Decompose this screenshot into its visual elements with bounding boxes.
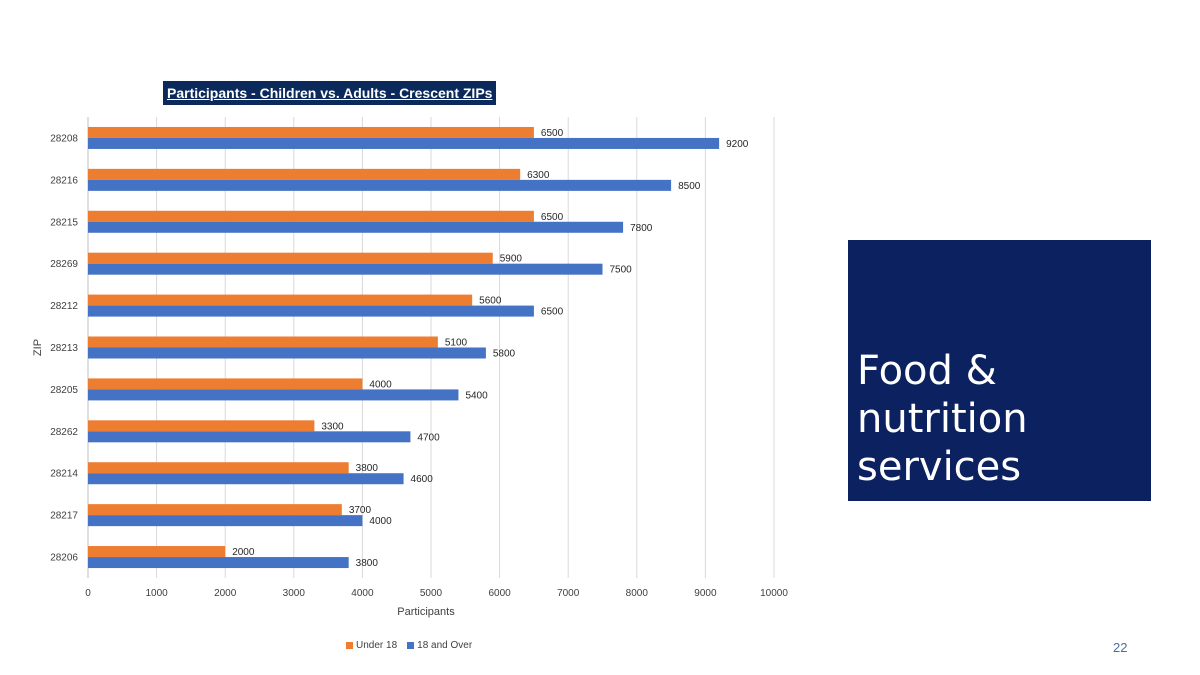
y-tick-label: 28262: [50, 427, 78, 438]
x-axis-title: Participants: [397, 606, 455, 618]
bar-under-18: [88, 210, 534, 222]
data-label: 4000: [369, 516, 392, 527]
y-tick-label: 28213: [50, 343, 78, 354]
data-label: 5800: [493, 349, 516, 360]
legend-item-18-and-over: 18 and Over: [407, 640, 472, 651]
bar-18-and-over: [88, 137, 720, 149]
bar-under-18: [88, 252, 493, 264]
section-title-box: Food & nutrition services: [848, 240, 1151, 501]
x-tick-label: 4000: [351, 588, 374, 599]
legend-swatch-under-18: [346, 641, 353, 649]
bar-under-18: [88, 546, 226, 558]
x-tick-label: 0: [85, 588, 91, 599]
bar-under-18: [88, 168, 521, 180]
page-number: 22: [1113, 640, 1128, 655]
x-tick-label: 5000: [420, 588, 443, 599]
data-label: 7800: [630, 223, 653, 234]
x-tick-label: 1000: [145, 588, 168, 599]
y-tick-label: 28214: [50, 469, 78, 480]
bar-18-and-over: [88, 179, 672, 191]
data-label: 6300: [527, 170, 550, 181]
y-tick-label: 28208: [50, 133, 78, 144]
bar-under-18: [88, 462, 349, 474]
legend-label-under-18: Under 18: [356, 639, 398, 651]
legend-swatch-18-and-over: [407, 641, 415, 649]
data-label: 9200: [726, 139, 749, 150]
data-label: 4000: [369, 379, 392, 390]
data-label: 4600: [411, 474, 434, 485]
data-label: 7500: [610, 265, 633, 276]
data-label: 8500: [678, 181, 701, 192]
bar-18-and-over: [88, 347, 486, 359]
data-label: 3800: [356, 463, 379, 474]
data-label: 3800: [356, 558, 379, 569]
chart-legend: Under 18 18 and Over: [346, 638, 472, 652]
x-tick-label: 2000: [214, 588, 237, 599]
data-label: 6500: [541, 307, 564, 318]
y-tick-label: 28212: [50, 301, 78, 312]
section-title: Food & nutrition services: [857, 348, 1028, 490]
x-tick-label: 9000: [694, 588, 717, 599]
x-tick-label: 7000: [557, 588, 580, 599]
x-tick-label: 10000: [760, 588, 788, 599]
data-label: 3300: [321, 421, 344, 432]
bar-18-and-over: [88, 263, 603, 275]
data-label: 2000: [232, 547, 255, 558]
bar-18-and-over: [88, 305, 534, 317]
bar-18-and-over: [88, 431, 411, 443]
bar-18-and-over: [88, 515, 363, 527]
data-label: 6500: [541, 212, 564, 223]
y-tick-label: 28205: [50, 385, 78, 396]
data-label: 3700: [349, 505, 372, 516]
x-tick-label: 6000: [488, 588, 511, 599]
y-tick-label: 28206: [50, 553, 78, 564]
bar-18-and-over: [88, 473, 404, 485]
y-tick-label: 28216: [50, 175, 78, 186]
data-label: 5100: [445, 338, 468, 349]
y-tick-label: 28269: [50, 259, 78, 270]
data-label: 5600: [479, 296, 502, 307]
y-tick-label: 28215: [50, 217, 78, 228]
data-label: 4700: [417, 432, 440, 443]
y-axis-title: ZIP: [32, 339, 44, 356]
bar-18-and-over: [88, 389, 459, 401]
x-tick-label: 8000: [626, 588, 649, 599]
bar-under-18: [88, 126, 534, 138]
bar-18-and-over: [88, 557, 349, 569]
chart-title: Participants - Children vs. Adults - Cre…: [163, 81, 497, 105]
bar-under-18: [88, 294, 473, 306]
bar-under-18: [88, 504, 342, 516]
y-tick-label: 28217: [50, 511, 78, 522]
data-label: 6500: [541, 128, 564, 139]
bar-18-and-over: [88, 221, 624, 233]
bar-under-18: [88, 378, 363, 390]
data-label: 5400: [465, 390, 488, 401]
bar-under-18: [88, 336, 438, 348]
legend-item-under-18: Under 18: [346, 640, 397, 651]
data-label: 5900: [500, 254, 523, 265]
legend-label-18-and-over: 18 and Over: [417, 639, 473, 651]
bar-under-18: [88, 420, 315, 432]
x-tick-label: 3000: [283, 588, 306, 599]
